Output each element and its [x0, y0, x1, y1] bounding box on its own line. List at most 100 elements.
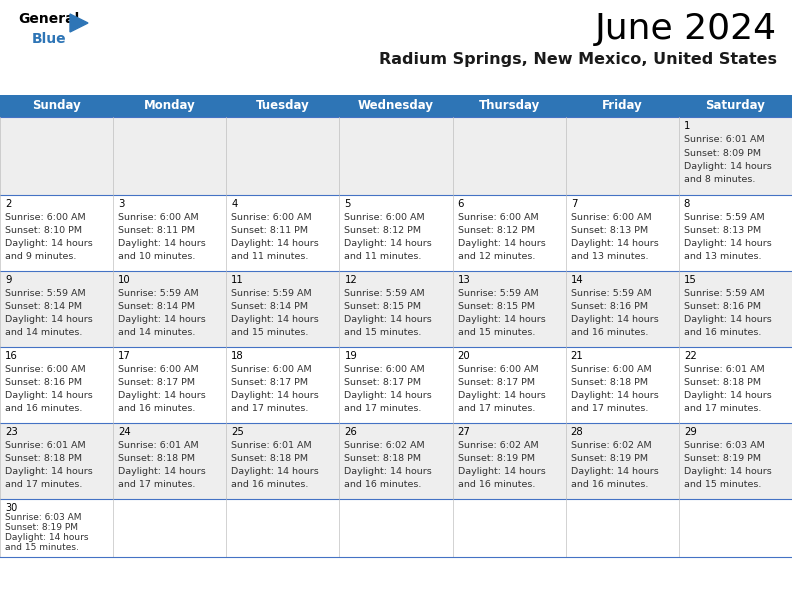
Text: Sunset: 8:19 PM: Sunset: 8:19 PM	[5, 523, 78, 532]
Text: Sunday: Sunday	[32, 100, 81, 113]
Text: Wednesday: Wednesday	[358, 100, 434, 113]
Text: Sunset: 8:15 PM: Sunset: 8:15 PM	[345, 302, 421, 311]
Text: and 17 minutes.: and 17 minutes.	[683, 404, 761, 413]
Text: Daylight: 14 hours: Daylight: 14 hours	[118, 467, 206, 476]
Text: Friday: Friday	[602, 100, 642, 113]
Text: 24: 24	[118, 427, 131, 437]
Text: 7: 7	[571, 199, 577, 209]
Text: Radium Springs, New Mexico, United States: Radium Springs, New Mexico, United State…	[379, 52, 777, 67]
Text: 12: 12	[345, 275, 357, 285]
Text: 6: 6	[458, 199, 464, 209]
Text: Daylight: 14 hours: Daylight: 14 hours	[345, 467, 432, 476]
Text: Daylight: 14 hours: Daylight: 14 hours	[231, 315, 319, 324]
Text: Sunset: 8:18 PM: Sunset: 8:18 PM	[683, 378, 761, 387]
Text: Daylight: 14 hours: Daylight: 14 hours	[458, 467, 546, 476]
Text: Sunrise: 5:59 AM: Sunrise: 5:59 AM	[118, 289, 199, 298]
Text: Sunset: 8:19 PM: Sunset: 8:19 PM	[683, 454, 761, 463]
Text: Daylight: 14 hours: Daylight: 14 hours	[5, 239, 93, 248]
Text: and 15 minutes.: and 15 minutes.	[683, 480, 761, 489]
Text: Sunrise: 6:03 AM: Sunrise: 6:03 AM	[683, 441, 764, 450]
Text: Sunrise: 6:01 AM: Sunrise: 6:01 AM	[231, 441, 312, 450]
Text: and 16 minutes.: and 16 minutes.	[458, 480, 535, 489]
Text: Blue: Blue	[32, 32, 67, 46]
Text: Sunrise: 6:00 AM: Sunrise: 6:00 AM	[231, 365, 312, 374]
Text: and 17 minutes.: and 17 minutes.	[118, 480, 196, 489]
Text: 29: 29	[683, 427, 697, 437]
Polygon shape	[70, 14, 88, 32]
Text: 18: 18	[231, 351, 244, 361]
Text: Sunset: 8:14 PM: Sunset: 8:14 PM	[118, 302, 195, 311]
Text: 10: 10	[118, 275, 131, 285]
Text: Sunrise: 6:01 AM: Sunrise: 6:01 AM	[118, 441, 199, 450]
Text: Sunset: 8:17 PM: Sunset: 8:17 PM	[345, 378, 421, 387]
Text: Sunrise: 6:00 AM: Sunrise: 6:00 AM	[5, 365, 86, 374]
Text: Sunset: 8:18 PM: Sunset: 8:18 PM	[571, 378, 648, 387]
Text: and 15 minutes.: and 15 minutes.	[231, 328, 309, 337]
Text: and 16 minutes.: and 16 minutes.	[571, 328, 648, 337]
Text: Sunset: 8:19 PM: Sunset: 8:19 PM	[458, 454, 535, 463]
Text: and 13 minutes.: and 13 minutes.	[571, 252, 648, 261]
Text: Daylight: 14 hours: Daylight: 14 hours	[231, 239, 319, 248]
Text: 4: 4	[231, 199, 238, 209]
Text: and 16 minutes.: and 16 minutes.	[118, 404, 196, 413]
Text: Sunset: 8:12 PM: Sunset: 8:12 PM	[345, 226, 421, 235]
Text: and 16 minutes.: and 16 minutes.	[571, 480, 648, 489]
Text: Sunset: 8:14 PM: Sunset: 8:14 PM	[231, 302, 308, 311]
Text: Daylight: 14 hours: Daylight: 14 hours	[571, 239, 658, 248]
Text: Sunset: 8:17 PM: Sunset: 8:17 PM	[118, 378, 195, 387]
Text: 3: 3	[118, 199, 124, 209]
Text: Sunrise: 6:02 AM: Sunrise: 6:02 AM	[345, 441, 425, 450]
Text: Daylight: 14 hours: Daylight: 14 hours	[5, 315, 93, 324]
Text: Sunrise: 6:02 AM: Sunrise: 6:02 AM	[458, 441, 539, 450]
Text: and 17 minutes.: and 17 minutes.	[5, 480, 82, 489]
Text: Sunrise: 6:00 AM: Sunrise: 6:00 AM	[458, 213, 539, 222]
Text: Daylight: 14 hours: Daylight: 14 hours	[571, 391, 658, 400]
Text: Daylight: 14 hours: Daylight: 14 hours	[458, 239, 546, 248]
Text: and 17 minutes.: and 17 minutes.	[571, 404, 648, 413]
Text: Daylight: 14 hours: Daylight: 14 hours	[683, 162, 771, 171]
Text: and 11 minutes.: and 11 minutes.	[345, 252, 422, 261]
Text: 5: 5	[345, 199, 351, 209]
Text: Sunrise: 5:59 AM: Sunrise: 5:59 AM	[231, 289, 312, 298]
Text: Sunset: 8:13 PM: Sunset: 8:13 PM	[571, 226, 648, 235]
Text: Monday: Monday	[144, 100, 196, 113]
Text: Sunset: 8:11 PM: Sunset: 8:11 PM	[118, 226, 195, 235]
Text: Sunrise: 6:00 AM: Sunrise: 6:00 AM	[345, 213, 425, 222]
Text: Daylight: 14 hours: Daylight: 14 hours	[5, 467, 93, 476]
Text: 2: 2	[5, 199, 11, 209]
Bar	[0, 499, 792, 557]
Text: and 16 minutes.: and 16 minutes.	[5, 404, 82, 413]
Text: Sunrise: 6:00 AM: Sunrise: 6:00 AM	[458, 365, 539, 374]
Text: Sunset: 8:17 PM: Sunset: 8:17 PM	[231, 378, 308, 387]
Text: 1: 1	[683, 121, 691, 131]
Bar	[0, 271, 792, 347]
Text: Daylight: 14 hours: Daylight: 14 hours	[118, 239, 206, 248]
Text: 26: 26	[345, 427, 357, 437]
Text: Sunrise: 6:00 AM: Sunrise: 6:00 AM	[118, 365, 199, 374]
Text: Sunset: 8:13 PM: Sunset: 8:13 PM	[683, 226, 761, 235]
Text: Daylight: 14 hours: Daylight: 14 hours	[118, 315, 206, 324]
Text: Daylight: 14 hours: Daylight: 14 hours	[231, 467, 319, 476]
Text: Daylight: 14 hours: Daylight: 14 hours	[345, 239, 432, 248]
Text: General: General	[18, 12, 79, 26]
Text: and 15 minutes.: and 15 minutes.	[5, 543, 79, 553]
Text: Daylight: 14 hours: Daylight: 14 hours	[118, 391, 206, 400]
Text: Sunrise: 5:59 AM: Sunrise: 5:59 AM	[683, 289, 764, 298]
Text: Daylight: 14 hours: Daylight: 14 hours	[458, 315, 546, 324]
Text: Sunrise: 6:00 AM: Sunrise: 6:00 AM	[231, 213, 312, 222]
Text: and 16 minutes.: and 16 minutes.	[345, 480, 422, 489]
Bar	[0, 195, 792, 271]
Text: Sunset: 8:15 PM: Sunset: 8:15 PM	[458, 302, 535, 311]
Text: Daylight: 14 hours: Daylight: 14 hours	[458, 391, 546, 400]
Text: Sunrise: 6:02 AM: Sunrise: 6:02 AM	[571, 441, 651, 450]
Text: 13: 13	[458, 275, 470, 285]
Text: Saturday: Saturday	[706, 100, 765, 113]
Text: Sunset: 8:16 PM: Sunset: 8:16 PM	[571, 302, 648, 311]
Text: 20: 20	[458, 351, 470, 361]
Text: Sunset: 8:18 PM: Sunset: 8:18 PM	[345, 454, 421, 463]
Text: Sunset: 8:12 PM: Sunset: 8:12 PM	[458, 226, 535, 235]
Text: Tuesday: Tuesday	[256, 100, 310, 113]
Bar	[0, 95, 792, 117]
Text: Sunset: 8:16 PM: Sunset: 8:16 PM	[683, 302, 761, 311]
Text: Sunrise: 5:59 AM: Sunrise: 5:59 AM	[345, 289, 425, 298]
